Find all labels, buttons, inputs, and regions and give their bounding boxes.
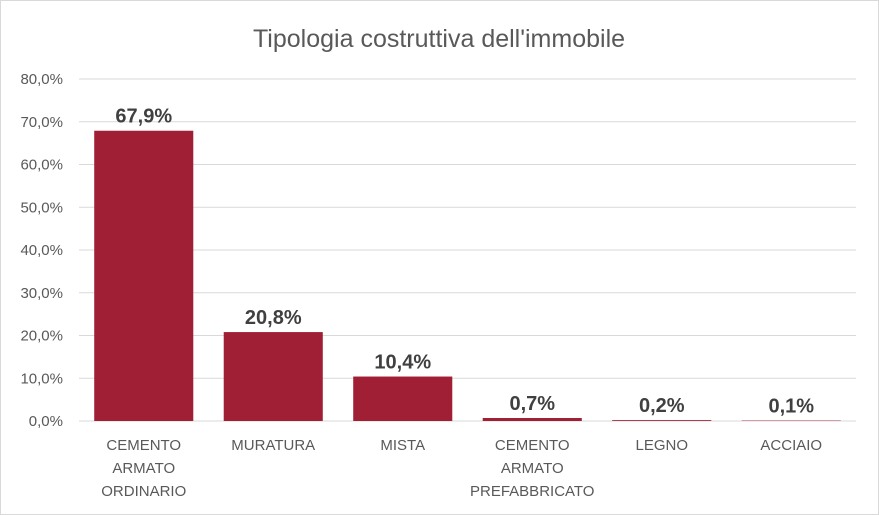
data-label: 67,9% bbox=[115, 106, 172, 128]
y-tick-label: 60,0% bbox=[20, 157, 63, 174]
y-axis-ticks: 0,0% 10,0% 20,0% 30,0% 40,0% 50,0% 60,0% 70,0% 8… bbox=[20, 71, 63, 430]
x-tick-label: MISTA bbox=[380, 437, 425, 454]
bar bbox=[612, 420, 712, 421]
data-label: 0,1% bbox=[768, 396, 814, 418]
data-label: 20,8% bbox=[245, 307, 302, 329]
bar bbox=[94, 130, 194, 422]
data-label: 10,4% bbox=[374, 352, 431, 374]
x-tick-label: CEMENTO bbox=[495, 437, 570, 454]
bar bbox=[482, 418, 582, 421]
data-label: 0,2% bbox=[639, 395, 685, 417]
x-tick-label: ARMATO bbox=[112, 460, 175, 477]
y-tick-label: 20,0% bbox=[20, 328, 63, 345]
chart-title: Tipologia costruttiva dell'immobile bbox=[253, 25, 625, 53]
x-tick-label: ARMATO bbox=[501, 460, 564, 477]
data-labels: 67,9% 20,8% 10,4% 0,7% 0,2% 0,1% bbox=[115, 106, 814, 418]
x-tick-label: LEGNO bbox=[635, 437, 688, 454]
bar bbox=[353, 376, 453, 421]
x-axis-ticks: CEMENTO ARMATO ORDINARIO MURATURA MISTA CEMEN… bbox=[101, 437, 822, 500]
x-tick-label: PREFABBRICATO bbox=[470, 483, 594, 500]
y-tick-label: 30,0% bbox=[20, 285, 63, 302]
gridlines bbox=[79, 78, 856, 422]
data-label: 0,7% bbox=[509, 393, 555, 415]
x-tick-label: ORDINARIO bbox=[101, 483, 186, 500]
bar bbox=[223, 332, 323, 421]
x-tick-label: MURATURA bbox=[231, 437, 315, 454]
x-tick-label: CEMENTO bbox=[106, 437, 181, 454]
y-tick-label: 80,0% bbox=[20, 71, 63, 88]
y-tick-label: 10,0% bbox=[20, 370, 63, 387]
y-tick-label: 0,0% bbox=[29, 413, 63, 430]
y-tick-label: 70,0% bbox=[20, 114, 63, 131]
y-tick-label: 50,0% bbox=[20, 199, 63, 216]
bars bbox=[94, 130, 841, 422]
x-tick-label: ACCIAIO bbox=[760, 437, 822, 454]
y-tick-label: 40,0% bbox=[20, 242, 63, 259]
